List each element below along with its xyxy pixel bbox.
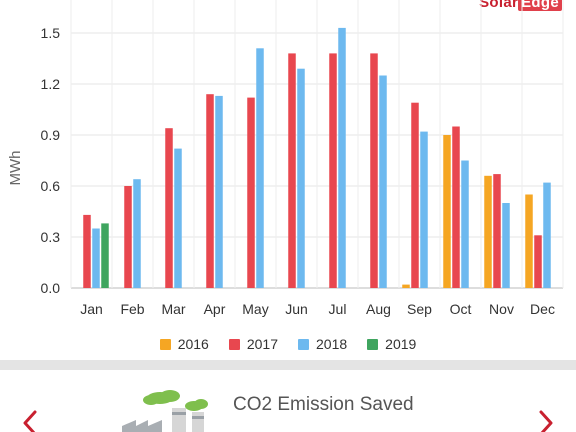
bar-2018-sep[interactable] [420,131,428,288]
bar-2017-mar[interactable] [165,128,173,288]
x-tick-label-jul: Jul [329,301,347,317]
solaredge-logo: Solar Edge [479,0,562,11]
x-tick-label-aug: Aug [366,301,391,317]
bar-2016-dec[interactable] [525,194,533,289]
bar-2018-oct[interactable] [461,160,469,289]
bar-2018-aug[interactable] [379,75,387,289]
legend-item-2017[interactable]: 2017 [228,336,278,352]
y-axis-title: MWh [7,151,24,186]
x-tick-label-sep: Sep [407,301,432,317]
x-tick-label-may: May [242,301,268,317]
chart-legend: 2016 2017 2018 2019 [0,333,576,355]
legend-label-2017: 2017 [246,336,278,352]
bar-2017-jan[interactable] [83,214,91,288]
x-tick-label-jun: Jun [285,301,308,317]
bar-2018-jan[interactable] [92,228,100,289]
bar-2017-oct[interactable] [452,126,460,289]
y-tick-label: 0.3 [41,229,61,245]
bar-2016-sep[interactable] [402,284,410,288]
bar-2016-oct[interactable] [443,135,451,288]
energy-bar-chart: 0.0 0.3 0.6 0.9 1.2 1.5 MWh Jan Feb Mar Apr May Jun J… [7,0,564,317]
x-tick-label-feb: Feb [120,301,144,317]
bar-2017-apr[interactable] [206,94,214,288]
legend-swatch-2017 [228,338,240,350]
bar-2018-mar[interactable] [174,148,182,288]
legend-item-2016[interactable]: 2016 [159,336,209,352]
y-tick-label: 1.5 [41,25,61,41]
co2-savings-card: CO2 Emission Saved [0,370,576,432]
y-tick-label: 0.6 [41,178,61,194]
x-tick-label-oct: Oct [450,301,472,317]
x-tick-label-jan: Jan [80,301,103,317]
bar-2018-dec[interactable] [543,182,551,288]
bar-2017-dec[interactable] [534,235,542,288]
x-tick-label-dec: Dec [530,301,555,317]
y-tick-label: 0.9 [41,127,61,143]
bar-2018-nov[interactable] [502,203,510,288]
factory-icon [118,388,218,432]
chevron-left-icon[interactable] [18,408,42,432]
legend-label-2018: 2018 [316,336,348,352]
bar-2017-nov[interactable] [493,174,501,288]
y-tick-label: 1.2 [41,76,61,92]
bar-2017-jul[interactable] [329,53,337,289]
bar-2016-nov[interactable] [484,175,492,288]
section-divider [0,360,576,370]
co2-emission-title: CO2 Emission Saved [233,394,414,415]
legend-swatch-2016 [159,338,171,350]
bar-2017-may[interactable] [247,97,255,288]
x-tick-label-nov: Nov [489,301,514,317]
x-tick-label-apr: Apr [204,301,226,317]
chevron-right-icon[interactable] [534,408,558,432]
legend-item-2018[interactable]: 2018 [298,336,347,352]
legend-swatch-2019 [367,338,379,350]
bar-2017-aug[interactable] [370,53,378,289]
bar-2017-jun[interactable] [288,53,296,289]
bar-2018-apr[interactable] [215,95,223,289]
legend-item-2019[interactable]: 2019 [367,336,416,352]
bar-2017-sep[interactable] [411,102,419,288]
bar-2018-jul[interactable] [338,27,346,289]
energy-chart-card: Solar Edge 0.0 0.3 0.6 0.9 1.2 1.5 MWh Jan Feb Mar… [0,0,576,355]
bar-2018-feb[interactable] [133,179,141,288]
bar-2018-may[interactable] [256,48,264,288]
legend-label-2016: 2016 [177,336,209,352]
bar-2019-jan[interactable] [101,223,109,288]
bar-2018-jun[interactable] [297,68,305,288]
x-tick-label-mar: Mar [161,301,185,317]
y-tick-label: 0.0 [41,280,61,296]
legend-label-2019: 2019 [385,336,417,352]
legend-swatch-2018 [298,338,309,350]
bar-2017-feb[interactable] [124,186,132,288]
